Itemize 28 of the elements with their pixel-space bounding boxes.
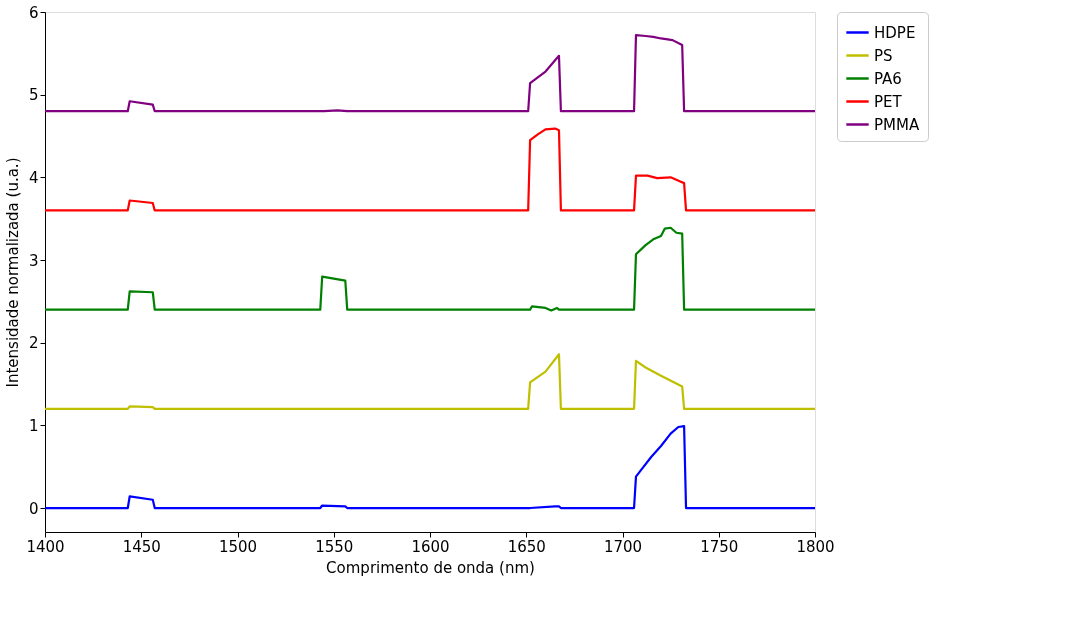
line-series bbox=[43, 127, 817, 212]
x-tick-label: 1550 bbox=[315, 537, 354, 556]
x-tick-label: 1450 bbox=[122, 537, 161, 556]
y-tick-label: 5 bbox=[28, 86, 39, 105]
x-tick-label: 1600 bbox=[411, 537, 450, 556]
x-tick-label: 1800 bbox=[796, 537, 835, 556]
x-tick-label: 1700 bbox=[603, 537, 643, 556]
x-axis-title: Comprimento de onda (nm) bbox=[326, 558, 535, 577]
y-tick-label: 6 bbox=[28, 3, 39, 22]
line-series bbox=[43, 226, 817, 312]
y-tick-label: 1 bbox=[28, 416, 39, 435]
line-series bbox=[43, 34, 817, 113]
legend-label: PS bbox=[874, 46, 893, 65]
y-tick-label: 0 bbox=[28, 499, 39, 518]
line-series bbox=[43, 353, 817, 410]
legend-label: PET bbox=[874, 92, 903, 111]
y-tick-label: 2 bbox=[28, 334, 39, 353]
y-tick-label: 4 bbox=[28, 168, 39, 187]
x-tick-label: 1650 bbox=[507, 537, 546, 556]
x-tick-label: 1400 bbox=[26, 537, 65, 556]
line-series bbox=[43, 425, 817, 510]
y-tick-label: 3 bbox=[28, 251, 39, 270]
legend-label: HDPE bbox=[874, 23, 916, 42]
x-tick-label: 1500 bbox=[218, 537, 258, 556]
legend-label: PA6 bbox=[874, 69, 902, 88]
x-tick-label: 1750 bbox=[700, 537, 739, 556]
y-axis-title: Intensidade normalizada (u.a.) bbox=[3, 157, 22, 388]
legend-label: PMMA bbox=[874, 115, 920, 134]
